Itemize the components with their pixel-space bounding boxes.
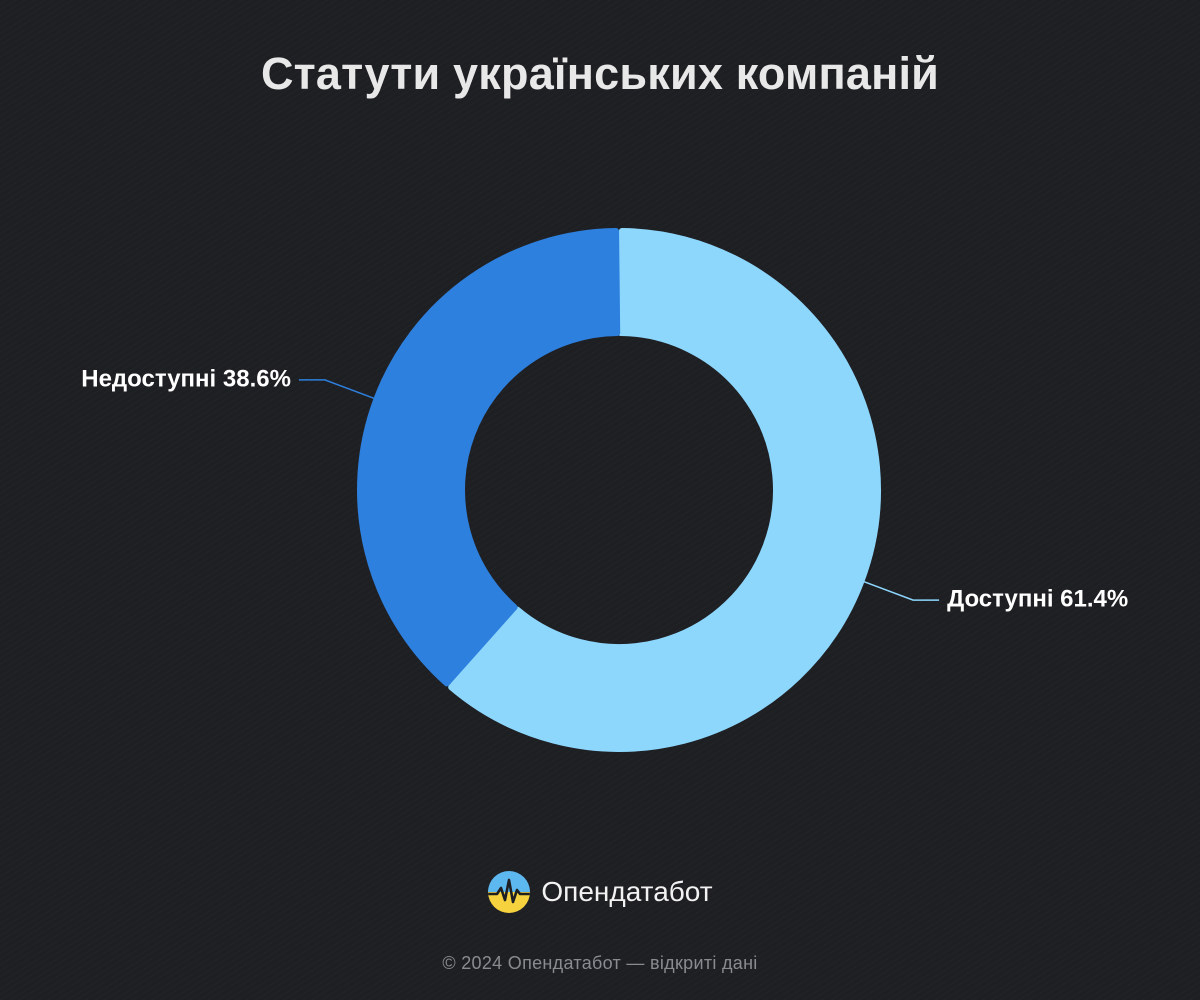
leader-line-slice-2 (298, 379, 379, 401)
footer-copyright: © 2024 Опендатабот — відкриті дані (442, 953, 758, 973)
brand: Опендатабот (0, 870, 1200, 914)
slice-labels: Доступні 61.4% Недоступні 38.6% (81, 365, 1128, 612)
chart-title: Статути українських компаній (260, 48, 940, 99)
donut-slice-1 (448, 228, 881, 752)
brand-name: Опендатабот (541, 876, 713, 907)
donut-slice-2 (357, 228, 621, 687)
slice-label-slice-2: Недоступні 38.6% (81, 365, 291, 392)
leader-line-slice-1 (859, 579, 940, 601)
opendatabot-logo-icon (488, 871, 531, 913)
label-leader-lines (298, 379, 940, 601)
donut-slices (357, 228, 881, 752)
slice-label-slice-1: Доступні 61.4% (947, 585, 1128, 612)
